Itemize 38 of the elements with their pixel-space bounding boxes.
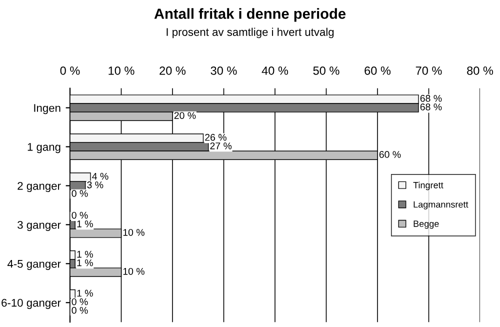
x-tick-label: 20 % [160, 66, 186, 75]
data-label: 60 % [379, 151, 401, 158]
y-tick-label: 6-10 ganger [2, 298, 61, 309]
data-label: 20 % [174, 112, 196, 119]
data-label: 4 % [92, 172, 108, 180]
y-tick-label: 2 ganger [18, 182, 61, 192]
legend-label: Begge [414, 220, 439, 229]
chart-subtitle: I prosent av samtlige i hvert utvalg [166, 28, 334, 38]
data-label: 10 % [123, 228, 144, 236]
x-tick-label: 80 % [467, 66, 494, 75]
data-label: 0 % [72, 306, 88, 314]
x-tick-label: 60 % [364, 66, 391, 75]
chart-title: Antall fritak i denne periode [154, 8, 346, 22]
x-tick-label: 0 % [60, 66, 80, 75]
data-label: 1 % [77, 290, 93, 297]
x-tick-label: 70 % [416, 66, 442, 75]
x-tick-label: 10 % [108, 66, 134, 75]
legend-label: Tingrett [413, 182, 444, 190]
data-label: 0 % [72, 190, 88, 197]
y-tick-label: Ingen [34, 104, 60, 114]
data-label: 1 % [77, 259, 93, 266]
legend-label: Lagmannsrett [414, 201, 468, 210]
y-tick-label: 3 ganger [18, 220, 61, 232]
x-tick-label: 30 % [210, 66, 237, 75]
data-label: 3 % [87, 181, 104, 188]
data-label: 68 % [420, 104, 442, 110]
data-label: 27 % [210, 142, 232, 150]
y-tick-label: 1 gang [28, 143, 60, 154]
data-label: 0 % [72, 212, 88, 219]
data-label: 26 % [205, 134, 226, 141]
y-tick-label: 4-5 ganger [7, 260, 61, 270]
data-label: 0 % [72, 298, 88, 306]
x-tick-label: 50 % [313, 66, 340, 75]
data-label: 1 % [77, 250, 93, 258]
x-tick-label: 40 % [262, 66, 288, 75]
data-label: 68 % [420, 94, 442, 102]
data-label: 10 % [123, 268, 144, 275]
data-label: 1 % [77, 220, 93, 228]
